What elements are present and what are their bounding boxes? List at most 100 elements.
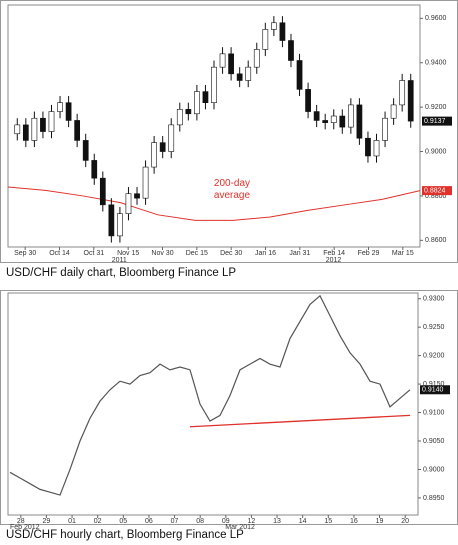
candle-body — [65, 102, 72, 121]
x-tick-label: 05 — [119, 518, 127, 525]
x-tick-label: Mar 15 — [392, 250, 414, 257]
trend-line — [189, 414, 411, 428]
x-tick-label: 12 — [248, 518, 256, 525]
value-label: 0.8824 — [424, 187, 446, 194]
x-tick-label: Sep 30 — [14, 250, 36, 257]
candle-body — [82, 140, 89, 161]
x-tick-label: 19 — [376, 518, 384, 525]
x-tick-label: Jan 31 — [289, 250, 310, 257]
value-box — [420, 385, 450, 395]
candle-body — [305, 89, 311, 112]
x-tick-label: 20 — [401, 518, 409, 525]
candle-body — [99, 177, 106, 206]
candle-body — [390, 104, 397, 119]
candle-body — [22, 124, 29, 141]
candle-body — [339, 115, 346, 128]
candle-body — [31, 117, 38, 141]
caption: USD/CHF hourly chart, Bloomberg Finance … — [6, 529, 244, 541]
candle-body — [14, 124, 21, 135]
x-tick-label: 29 — [43, 518, 51, 525]
average-line — [7, 186, 421, 221]
x-tick-label: Feb 14 — [323, 250, 345, 257]
x-tick-label: Oct 14 — [49, 250, 70, 257]
annotation: 200-day average — [214, 178, 251, 201]
candle-body — [296, 60, 303, 90]
candle-body — [48, 111, 55, 132]
y-tick-label: 0.8600 — [425, 237, 447, 244]
x-tick-label: Jan 16 — [255, 250, 276, 257]
candle-body — [40, 117, 46, 132]
candle-body — [108, 204, 115, 237]
candle-body — [245, 66, 252, 81]
candle-body — [185, 109, 192, 115]
x-tick-label: 02 — [94, 518, 102, 525]
candle-body — [279, 22, 286, 41]
y-tick-label: 0.9600 — [425, 15, 447, 22]
candle-body — [236, 73, 243, 81]
y-tick-label: 0.9100 — [423, 409, 445, 416]
value-label: 0.9140 — [422, 387, 444, 394]
x-tick-label: 09 — [222, 518, 230, 525]
candle-body — [134, 193, 140, 199]
value-label: 0.9137 — [424, 118, 446, 125]
candle-body — [91, 160, 98, 179]
candle-body — [57, 102, 63, 112]
value-box — [422, 186, 452, 196]
x-tick-label: Feb 29 — [358, 250, 380, 257]
candle-body — [125, 193, 132, 214]
x-tick-label: 07 — [171, 518, 179, 525]
year-label: 2012 — [326, 257, 342, 264]
candle-body — [211, 66, 217, 103]
y-tick-label: 0.9200 — [423, 352, 445, 359]
candle-body — [347, 104, 354, 128]
candle-body — [322, 120, 329, 123]
y-tick-label: 0.9300 — [423, 296, 445, 303]
year-label: 2011 — [112, 257, 127, 264]
y-tick-label: 0.9200 — [425, 104, 447, 111]
candle-body — [194, 91, 200, 115]
candle-body — [356, 104, 363, 139]
candle-body — [151, 142, 157, 168]
y-tick-label: 0.9150 — [423, 381, 445, 388]
month-label: Feb 2012 — [10, 524, 40, 531]
x-tick-label: 01 — [68, 518, 76, 525]
candle-body — [142, 166, 149, 199]
candle-body — [330, 115, 337, 123]
x-tick-label: 06 — [145, 518, 153, 525]
x-tick-label: 13 — [273, 518, 281, 525]
x-tick-label: 15 — [324, 518, 332, 525]
candle-body — [313, 111, 320, 121]
candle-body — [159, 142, 166, 152]
candle-body — [253, 49, 260, 68]
candle-body — [219, 53, 226, 68]
candle-body — [288, 40, 294, 61]
x-tick-label: 14 — [299, 518, 307, 525]
candle-body — [407, 80, 414, 122]
candle-body — [373, 140, 380, 157]
y-tick-label: 0.8800 — [425, 193, 447, 200]
x-tick-label: Oct 31 — [84, 250, 105, 257]
candle-body — [117, 213, 123, 237]
y-tick-label: 0.9000 — [423, 466, 445, 473]
x-tick-label: Nov 30 — [151, 250, 173, 257]
candle-body — [228, 53, 234, 75]
x-tick-label: Nov 15 — [117, 250, 139, 257]
y-tick-label: 0.9400 — [425, 60, 447, 67]
candle-body — [202, 91, 209, 103]
x-tick-label: 08 — [196, 518, 204, 525]
candle-body — [271, 22, 277, 30]
candle-body — [382, 117, 388, 141]
x-tick-label: 28 — [17, 518, 25, 525]
y-tick-label: 0.9000 — [425, 148, 447, 155]
x-tick-label: 16 — [350, 518, 358, 525]
caption: USD/CHF daily chart, Bloomberg Finance L… — [6, 267, 236, 279]
candle-body — [176, 109, 183, 126]
candle-body — [74, 120, 81, 141]
candle-body — [262, 29, 269, 50]
candle-body — [365, 137, 371, 157]
y-tick-label: 0.8950 — [423, 495, 445, 502]
price-line — [9, 294, 411, 496]
value-box — [422, 116, 452, 126]
x-tick-label: Dec 30 — [220, 250, 242, 257]
